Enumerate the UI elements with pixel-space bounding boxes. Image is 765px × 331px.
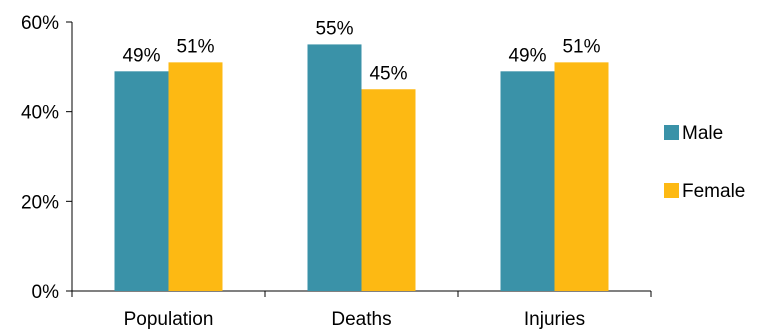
data-label: 51% <box>176 36 214 57</box>
y-tick-label: 20% <box>21 192 59 213</box>
y-axis: 0% 20% 40% 60% <box>21 13 73 303</box>
legend-label-male: Male <box>682 123 723 144</box>
bar-male <box>114 71 169 291</box>
y-tick-label: 40% <box>21 103 59 124</box>
data-label: 51% <box>562 36 600 57</box>
data-label: 49% <box>508 45 546 66</box>
bar-female <box>168 62 223 291</box>
legend-swatch-female <box>664 183 679 198</box>
x-category-label: Injuries <box>524 309 585 330</box>
legend: Male Female <box>664 123 745 202</box>
legend-label-female: Female <box>682 181 745 202</box>
legend-swatch-male <box>664 125 679 140</box>
bar-male <box>307 44 362 291</box>
bar-female <box>554 62 609 291</box>
data-label: 45% <box>369 63 407 84</box>
x-axis: Population Deaths Injuries <box>71 290 652 330</box>
bars <box>114 44 609 291</box>
bar-female <box>361 89 416 291</box>
y-tick-label: 0% <box>32 282 60 303</box>
data-label: 55% <box>315 18 353 39</box>
bar-male <box>500 71 555 291</box>
y-tick-label: 60% <box>21 13 59 34</box>
x-category-label: Deaths <box>331 309 391 330</box>
data-label: 49% <box>122 45 160 66</box>
data-labels: 49% 55% 49% 51% 45% 51% <box>122 18 600 84</box>
x-category-label: Population <box>124 309 214 330</box>
